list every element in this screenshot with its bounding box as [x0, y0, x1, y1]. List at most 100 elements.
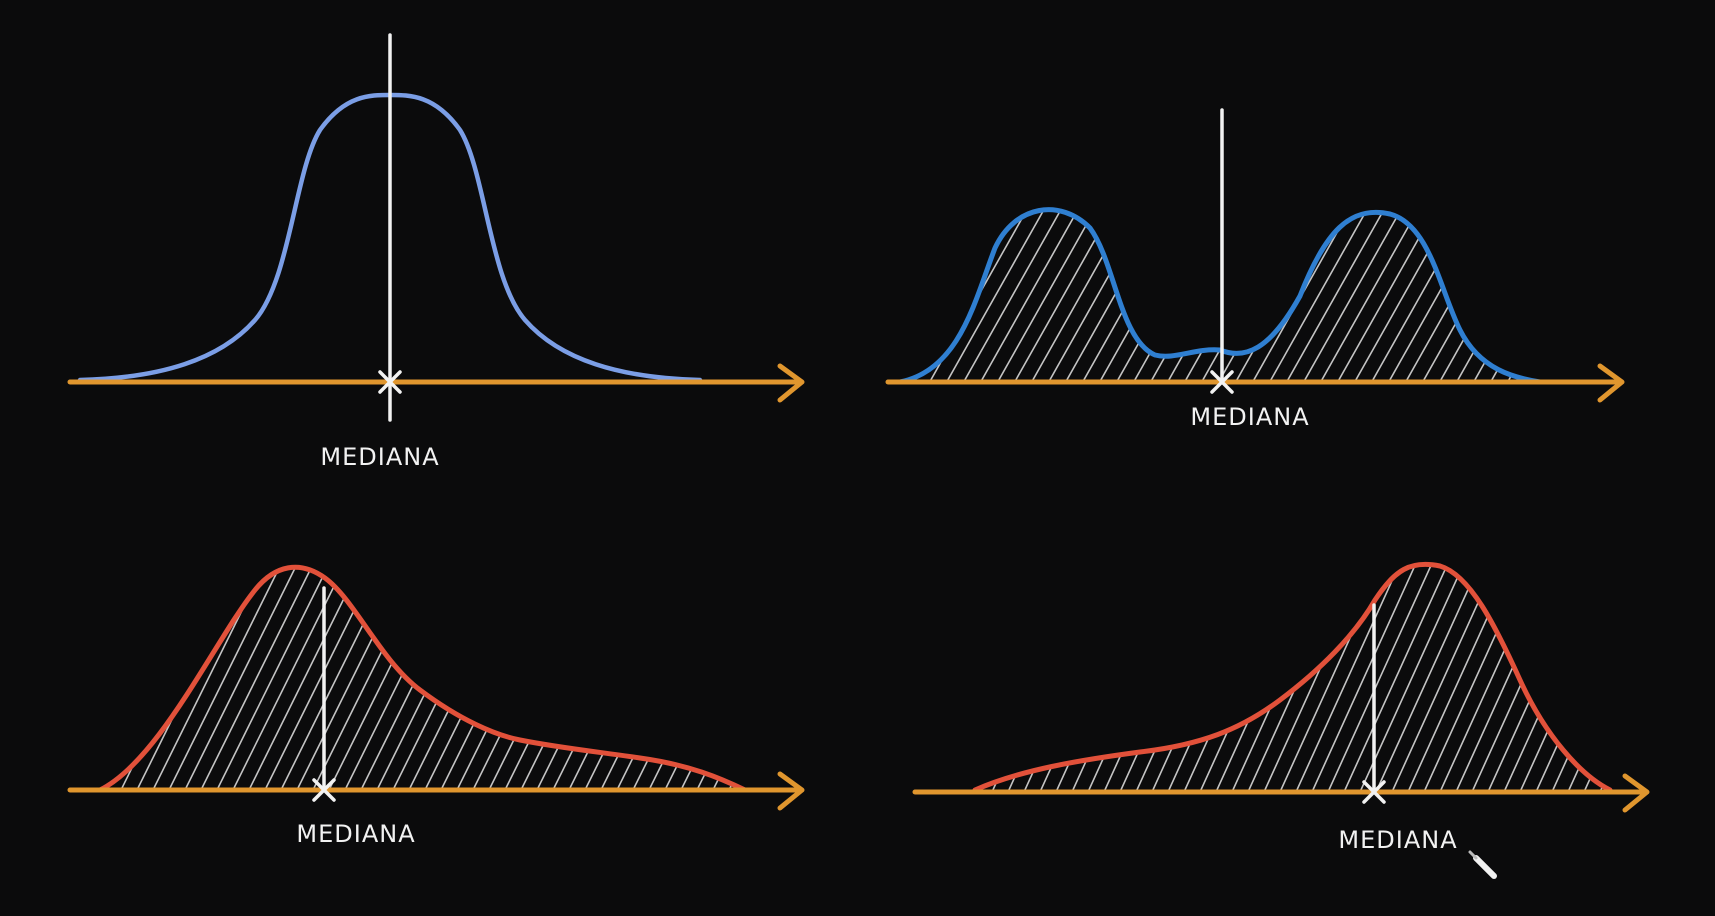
hatch-stroke: [1454, 209, 1540, 382]
hatch-stroke: [760, 550, 880, 792]
hatch-stroke: [944, 209, 1056, 382]
hatch-stroke: [1539, 209, 1540, 382]
hatch-stroke: [1267, 209, 1379, 382]
hatch-stroke: [1046, 209, 1158, 382]
hatch-stroke: [961, 209, 1073, 382]
hatch-stroke: [975, 564, 1087, 790]
hatch-stroke: [1439, 564, 1551, 790]
hatch-stroke: [119, 567, 241, 790]
hatch-stroke: [978, 209, 1090, 382]
hatch-stroke: [1567, 564, 1610, 790]
arrow-head-icon: [1622, 773, 1650, 813]
panel-bottom-right: MEDIANA: [912, 550, 1715, 879]
x-marker-icon: [1210, 370, 1234, 394]
hatch-stroke: [1616, 550, 1715, 792]
hatch-stroke: [1488, 209, 1540, 382]
hatch-stroke: [1135, 564, 1247, 790]
hatch-stroke: [695, 567, 745, 790]
hatch-stroke: [167, 567, 289, 790]
hatch-stroke: [1352, 209, 1464, 382]
hatch-stroke: [1247, 564, 1359, 790]
bimodal-distribution-curve: [897, 207, 1543, 385]
hatch-stroke: [1535, 564, 1610, 790]
hatch-stroke: [631, 567, 745, 790]
hatch-stroke: [1359, 564, 1471, 790]
hatch-stroke: [103, 567, 225, 790]
hatch-stroke: [391, 567, 513, 790]
median-label: MEDIANA: [1190, 403, 1309, 431]
hatch-stroke: [1199, 564, 1311, 790]
hatch-stroke: [423, 567, 545, 790]
hatch-stroke: [135, 567, 257, 790]
hatch-stroke: [231, 567, 353, 790]
arrow-head-icon: [777, 363, 805, 403]
hatch-stroke: [279, 567, 401, 790]
hatch-stroke: [1039, 564, 1151, 790]
hatch-stroke: [900, 209, 1005, 382]
panel-bottom-left: MEDIANA: [67, 550, 880, 848]
hatch-stroke: [975, 564, 1071, 790]
hatch-stroke: [900, 209, 971, 382]
hatch-stroke: [1301, 209, 1413, 382]
hatch-stroke: [247, 567, 369, 790]
x-marker-icon: [312, 778, 336, 802]
hatch-stroke: [1557, 190, 1667, 385]
hatch-stroke: [1369, 209, 1481, 382]
hatch-stroke: [1437, 209, 1540, 382]
hatch-stroke: [1311, 564, 1423, 790]
hatch-stroke: [455, 567, 577, 790]
hatch-area: [100, 550, 880, 792]
hatch-stroke: [1327, 564, 1439, 790]
hatch-stroke: [311, 567, 433, 790]
hatch-stroke: [1583, 564, 1610, 790]
hatch-stroke: [1503, 564, 1610, 790]
hatch-stroke: [407, 567, 529, 790]
x-marker-icon: [1362, 780, 1386, 804]
hatch-stroke: [1231, 564, 1343, 790]
hatch-stroke: [1522, 209, 1540, 382]
hatch-stroke: [727, 567, 745, 790]
hatch-stroke: [900, 209, 988, 382]
hatch-stroke: [1029, 209, 1141, 382]
median-label: MEDIANA: [296, 820, 415, 848]
hatch-stroke: [375, 567, 497, 790]
hatch-stroke: [647, 567, 745, 790]
hatch-stroke: [1487, 564, 1599, 790]
hatch-stroke: [1391, 564, 1503, 790]
median-label: MEDIANA: [1338, 826, 1457, 854]
hatch-stroke: [100, 567, 209, 790]
hatch-stroke: [1183, 564, 1295, 790]
hatch-stroke: [1318, 209, 1430, 382]
right-skewed-distribution-curve: [97, 564, 748, 793]
hatch-stroke: [199, 567, 321, 790]
hatch-stroke: [183, 567, 305, 790]
hatch-stroke: [1407, 564, 1519, 790]
hatch-stroke: [743, 567, 745, 790]
hatch-stroke: [1403, 209, 1515, 382]
left-skewed-distribution-curve: [972, 561, 1613, 793]
median-label: MEDIANA: [320, 443, 439, 471]
hatch-stroke: [1167, 564, 1279, 790]
hatch-stroke: [1343, 564, 1455, 790]
hatch-stroke: [1505, 209, 1540, 382]
hatch-stroke: [1215, 564, 1327, 790]
hatch-area: [975, 550, 1715, 792]
arrow-head-icon: [777, 771, 805, 811]
x-marker-icon: [378, 370, 402, 394]
hatch-stroke: [711, 567, 745, 790]
hatch-stroke: [327, 567, 449, 790]
hatch-stroke: [991, 564, 1103, 790]
hatch-stroke: [1199, 209, 1311, 382]
panel-top-left: MEDIANA: [67, 33, 805, 471]
hatch-stroke: [343, 567, 465, 790]
hatch-stroke: [1295, 564, 1407, 790]
hatch-stroke: [1233, 209, 1345, 382]
hatch-stroke: [487, 567, 609, 790]
hatch-stroke: [1455, 564, 1567, 790]
hatch-stroke: [471, 567, 593, 790]
hatch-stroke: [215, 567, 337, 790]
hatch-stroke: [1284, 209, 1396, 382]
hatch-stroke: [663, 567, 745, 790]
